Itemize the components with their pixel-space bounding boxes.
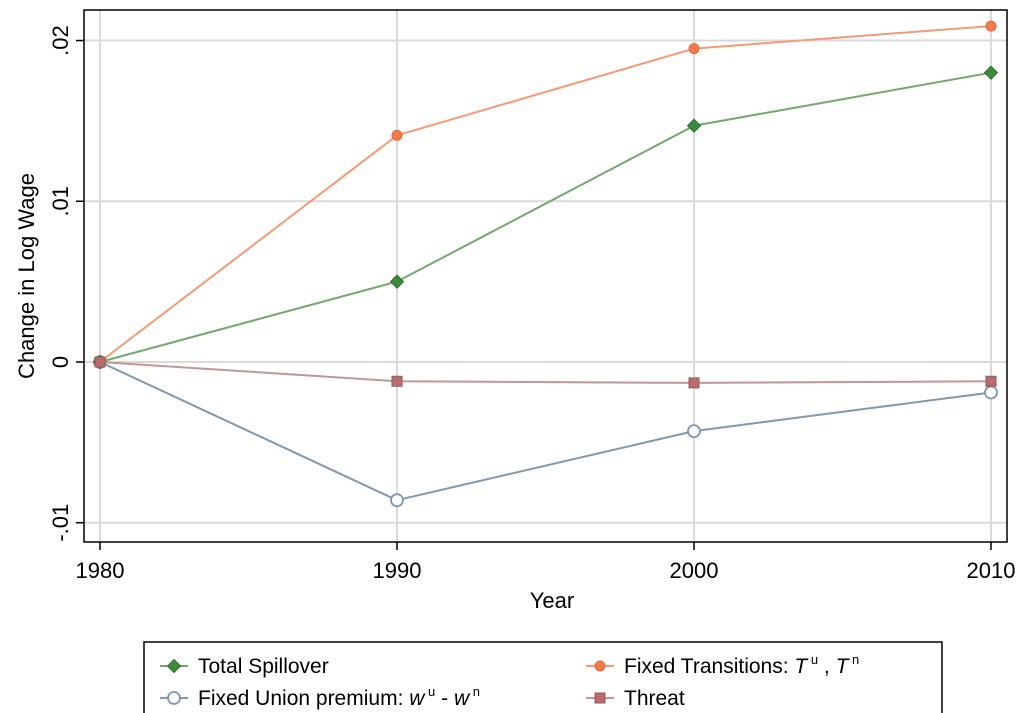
data-point bbox=[687, 424, 701, 438]
legend-label: Total Spillover bbox=[198, 655, 329, 678]
series-line bbox=[99, 71, 992, 363]
series-line bbox=[99, 360, 992, 384]
data-point bbox=[985, 375, 997, 387]
legend-swatch-marker bbox=[166, 658, 182, 674]
series-threat bbox=[94, 356, 997, 389]
y-axis-title: Change in Log Wage bbox=[14, 173, 39, 379]
series-line bbox=[99, 361, 992, 502]
data-point bbox=[390, 493, 404, 508]
series-line bbox=[99, 25, 992, 363]
data-point bbox=[688, 43, 700, 55]
legend-swatch-marker bbox=[167, 691, 181, 705]
y-tick-label: 0 bbox=[48, 356, 73, 368]
x-tick-label: 2010 bbox=[967, 558, 1016, 583]
legend-label: Fixed Transitions: T u , T n bbox=[624, 652, 859, 678]
legend: Total Spillover Fixed Transitions: T u , … bbox=[143, 641, 943, 713]
data-point bbox=[688, 377, 700, 389]
legend-item-total-spillover: Total Spillover bbox=[160, 655, 329, 678]
legend-item-fixed-transitions: Fixed Transitions: T u , T n bbox=[586, 652, 859, 678]
data-point bbox=[94, 356, 106, 368]
legend-item-threat: Threat bbox=[586, 687, 685, 710]
x-tick-label: 1980 bbox=[76, 558, 125, 583]
data-point bbox=[984, 385, 998, 400]
y-tick-label: -.01 bbox=[48, 504, 73, 542]
data-point bbox=[391, 129, 403, 141]
y-tick-label: .02 bbox=[48, 25, 73, 56]
y-tick-label: .01 bbox=[48, 186, 73, 217]
data-point bbox=[985, 20, 997, 32]
legend-swatch-marker bbox=[594, 660, 606, 672]
data-point bbox=[983, 65, 999, 80]
data-point bbox=[389, 274, 405, 289]
x-tick-label: 1990 bbox=[373, 558, 422, 583]
data-point bbox=[686, 118, 702, 133]
plot-border bbox=[83, 9, 1008, 543]
x-axis-title: Year bbox=[530, 588, 574, 613]
series-group bbox=[92, 20, 999, 508]
legend-item-fixed-union-premium: Fixed Union premium: w u - w n bbox=[160, 684, 480, 710]
data-point bbox=[391, 375, 403, 387]
axis-ticks: -.01 0 .01 .02 1980 1990 2000 2010 bbox=[48, 25, 1015, 583]
plot-frame bbox=[83, 9, 1008, 543]
legend-label: Threat bbox=[624, 687, 685, 710]
legend-box bbox=[143, 641, 943, 713]
legend-swatch-marker bbox=[594, 692, 606, 704]
series-fixed-transitions bbox=[94, 20, 997, 368]
x-tick-label: 2000 bbox=[670, 558, 719, 583]
legend-label: Fixed Union premium: w u - w n bbox=[198, 684, 480, 710]
